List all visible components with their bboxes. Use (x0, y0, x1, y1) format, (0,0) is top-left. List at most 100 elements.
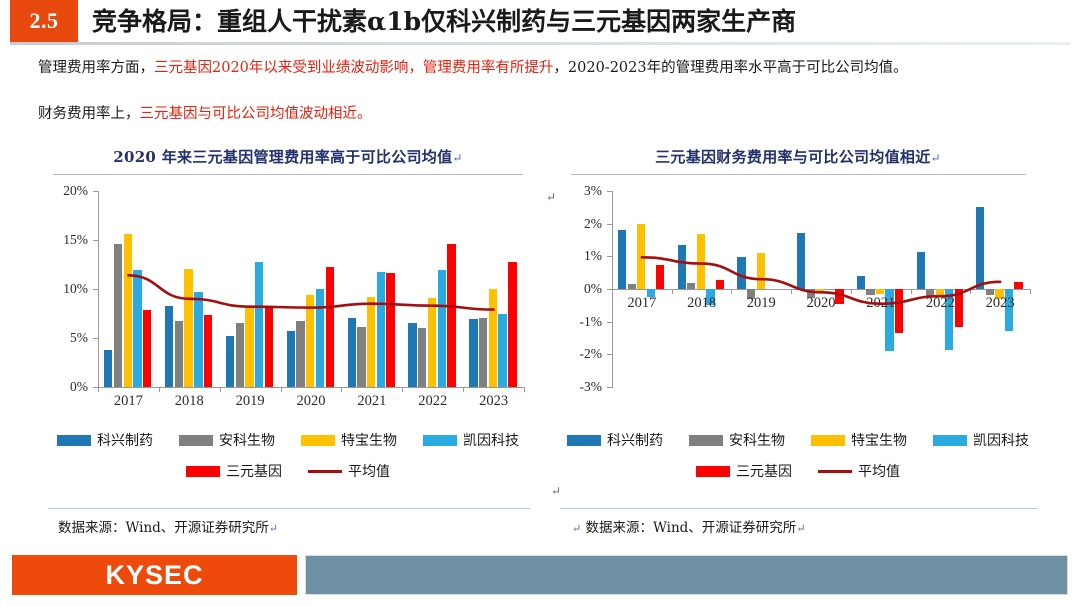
legend-label: 安科生物 (219, 433, 275, 449)
source-divider-right (560, 508, 1038, 509)
x-axis-tick-label: 2021 (357, 393, 387, 409)
chart-bar (245, 306, 254, 387)
x-axis-tick-mark (341, 387, 343, 392)
chart-bar (255, 261, 264, 387)
x-axis-tick-mark (671, 289, 673, 294)
x-axis-tick-label: 2018 (174, 393, 204, 409)
legend-item[interactable]: 科兴制药 (567, 430, 663, 450)
x-axis-tick-label: 2019 (235, 393, 265, 409)
y-axis-tick-label: 0% (70, 379, 88, 394)
legend-item-average[interactable]: 平均值 (818, 461, 900, 481)
legend-item[interactable]: 特宝生物 (301, 430, 397, 450)
chart-title-text: 三元基因财务费用率与可比公司均值相近 (655, 148, 931, 166)
chart-bar (816, 289, 825, 293)
x-axis-tick-mark (98, 387, 99, 392)
chart-bar (945, 289, 954, 351)
x-axis-tick-mark (402, 387, 404, 392)
legend-item[interactable]: 三元基因 (696, 461, 792, 481)
chart-bar (408, 323, 417, 387)
legend-label: 凯因科技 (463, 433, 519, 449)
legend-item[interactable]: 安科生物 (179, 430, 275, 450)
chart-bar (386, 273, 395, 387)
legend-item[interactable]: 科兴制药 (57, 430, 153, 450)
paragraph-text: ，2020-2023年的管理费用率水平高于可比公司均值。 (553, 60, 908, 76)
x-axis-tick-mark (1030, 289, 1031, 294)
chart-panel-finance-expense-ratio: 三元基因财务费用率与可比公司均值相近↵ 3% 2% 1% 0% -1% -2% -3% 201… (548, 140, 1048, 540)
legend-label: 安科生物 (729, 433, 785, 449)
legend-swatch-icon (186, 465, 220, 477)
source-divider-left (48, 508, 530, 509)
x-axis-line (98, 387, 524, 388)
chart-bar (296, 321, 305, 387)
paragraph-mark-icon: ↵ (572, 522, 582, 535)
chart-bar (306, 294, 315, 387)
legend-item-average[interactable]: 平均值 (308, 461, 390, 481)
logo-text: KYSEC (105, 559, 204, 590)
chart-bar (164, 305, 174, 387)
y-axis-tick-label: 15% (63, 232, 88, 247)
paragraph-mark-icon: ↵ (546, 190, 557, 204)
chart-bar (286, 331, 296, 387)
x-axis-tick-mark (158, 387, 160, 392)
chart-bar (677, 244, 686, 289)
slide-header: 2.5 竞争格局：重组人干扰素α1b仅科兴制药与三元基因两家生产商 (0, 0, 1080, 46)
paragraph-mark-icon: ↵ (452, 151, 463, 165)
chart-plot-finance-expense-ratio: 3% 2% 1% 0% -1% -2% -3% 2017 2018 2019 2020 2021 202… (548, 183, 1048, 417)
chart-bar (875, 289, 885, 294)
chart-bar (447, 243, 456, 387)
x-axis-tick-mark (463, 387, 465, 392)
chart-bar (627, 284, 636, 289)
legend-item[interactable]: 安科生物 (689, 430, 785, 450)
chart-bar (656, 265, 665, 289)
x-axis-tick-mark (910, 289, 912, 294)
chart-bar (184, 269, 193, 387)
y-axis-tick-mark (607, 387, 613, 388)
y-axis-tick-mark (607, 354, 613, 356)
source-text: 数据来源：Wind、开源证券研究所 (585, 520, 797, 536)
y-axis-tick-mark (93, 338, 99, 339)
average-line-overlay (640, 256, 1002, 306)
x-axis-tick-mark (219, 387, 221, 392)
legend-label: 三元基因 (226, 464, 282, 480)
legend-item[interactable]: 特宝生物 (811, 430, 907, 450)
legend-label: 科兴制药 (607, 433, 663, 449)
paragraph-finance-expense: 财务费用率上，三元基因与可比公司均值波动相近。 (38, 104, 1048, 125)
chart-bar (508, 261, 517, 387)
x-axis-tick-mark (731, 289, 733, 294)
chart-bar (225, 336, 235, 387)
chart-bar (478, 318, 488, 387)
legend-swatch-icon (567, 434, 601, 446)
chart-bar (756, 253, 765, 289)
legend-item[interactable]: 凯因科技 (933, 430, 1029, 450)
x-axis-tick-label: 2020 (296, 393, 326, 409)
chart-bar (376, 272, 386, 387)
section-number-badge: 2.5 (10, 0, 78, 42)
legend-line-icon (308, 469, 342, 473)
x-axis-tick-label: 2022 (418, 393, 448, 409)
footer-bar (305, 555, 1068, 595)
paragraph-text: 财务费用率上， (38, 106, 140, 122)
chart-bar (715, 279, 725, 289)
chart-bar (637, 223, 646, 289)
legend-item[interactable]: 凯因科技 (423, 430, 519, 450)
legend-line-icon (818, 469, 852, 473)
y-axis-tick-label: 2% (584, 215, 602, 231)
legend-item[interactable]: 三元基因 (186, 461, 282, 481)
y-axis-tick-mark (607, 191, 613, 192)
chart-bar (427, 297, 437, 387)
y-axis-tick-label: 1% (584, 248, 602, 264)
chart-plot-admin-expense-ratio: 0% 5% 10% 15% 20% 2017 2018 2019 2020 2021 2022 202… (34, 183, 542, 417)
y-axis-tick-mark (607, 289, 613, 290)
chart-bar (737, 256, 746, 289)
chart-bar (347, 318, 356, 387)
legend-label: 特宝生物 (851, 433, 907, 449)
legend-label: 平均值 (348, 464, 390, 480)
source-text: 数据来源：Wind、开源证券研究所 (58, 520, 269, 536)
paragraph-highlight: 三元基因与可比公司均值波动相近。 (139, 106, 372, 122)
chart-bar (104, 349, 113, 387)
chart-bar (418, 328, 427, 387)
y-axis-tick-label: 20% (63, 183, 88, 198)
footer-logo: KYSEC (12, 555, 297, 595)
chart-bar (235, 323, 244, 387)
x-axis-tick-label: 2023 (479, 393, 509, 409)
